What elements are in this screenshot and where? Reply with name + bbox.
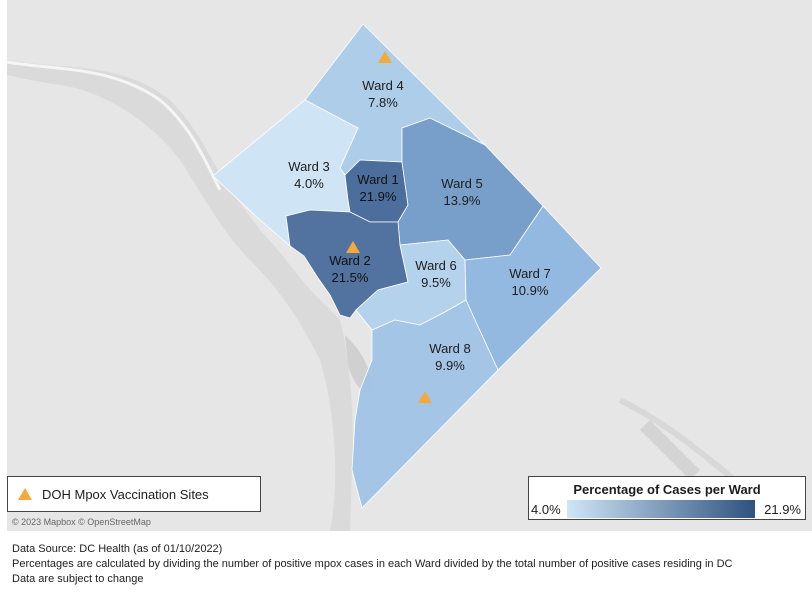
ward-name: Ward 6 xyxy=(415,258,457,273)
triangle-icon xyxy=(18,488,32,500)
ward-name: Ward 5 xyxy=(441,176,483,191)
ward-percent: 21.9% xyxy=(359,189,397,204)
map-svg xyxy=(7,0,812,531)
disclaimer-note: Data are subject to change xyxy=(12,573,144,585)
ward-name: Ward 1 xyxy=(357,172,399,187)
ward-percent: 7.8% xyxy=(368,95,398,110)
color-scale-max: 21.9% xyxy=(764,502,801,517)
ward-percent: 4.0% xyxy=(294,176,324,191)
ward-percent: 10.9% xyxy=(511,283,549,298)
dc-ward-map[interactable]: Ward 4 7.8% Ward 3 4.0% Ward 1 21.9% War… xyxy=(7,0,812,531)
data-source-note: Data Source: DC Health (as of 01/10/2022… xyxy=(12,543,223,555)
ward-label: Ward 7 10.9% xyxy=(509,265,550,299)
vaccination-sites-legend[interactable]: DOH Mpox Vaccination Sites xyxy=(7,476,261,512)
color-scale-bar xyxy=(567,500,755,518)
map-attribution[interactable]: © 2023 Mapbox © OpenStreetMap xyxy=(12,517,151,527)
methodology-note: Percentages are calculated by dividing t… xyxy=(12,558,733,570)
ward-name: Ward 8 xyxy=(429,341,471,356)
ward-label: Ward 8 9.9% xyxy=(429,340,470,374)
vaccination-site-marker[interactable] xyxy=(418,391,432,403)
ward-label: Ward 1 21.9% xyxy=(357,171,398,205)
vaccination-site-marker[interactable] xyxy=(378,51,392,63)
ward-name: Ward 7 xyxy=(509,266,551,281)
ward-percent: 21.5% xyxy=(331,270,369,285)
ward-percent: 9.5% xyxy=(421,275,451,290)
ward-label: Ward 2 21.5% xyxy=(329,252,370,286)
ward-percent: 13.9% xyxy=(443,193,481,208)
ward-name: Ward 2 xyxy=(329,253,371,268)
ward-label: Ward 4 7.8% xyxy=(362,77,403,111)
ward-name: Ward 4 xyxy=(362,78,404,93)
ward-8-area[interactable] xyxy=(351,299,499,509)
ward-name: Ward 3 xyxy=(288,159,330,174)
ward-label: Ward 6 9.5% xyxy=(415,257,456,291)
basemap-airfield xyxy=(640,420,700,480)
vaccination-sites-legend-label: DOH Mpox Vaccination Sites xyxy=(42,486,209,502)
color-scale-legend: Percentage of Cases per Ward 4.0% 21.9% xyxy=(528,476,806,520)
ward-label: Ward 5 13.9% xyxy=(441,175,482,209)
river-valley xyxy=(7,60,353,531)
color-scale-title: Percentage of Cases per Ward xyxy=(573,482,761,497)
footnotes: Data Source: DC Health (as of 01/10/2022… xyxy=(12,542,732,587)
potomac-river xyxy=(7,60,222,191)
color-scale-min: 4.0% xyxy=(531,502,561,517)
ward-label: Ward 3 4.0% xyxy=(288,158,329,192)
vaccination-site-marker[interactable] xyxy=(346,241,360,253)
ward-percent: 9.9% xyxy=(435,358,465,373)
